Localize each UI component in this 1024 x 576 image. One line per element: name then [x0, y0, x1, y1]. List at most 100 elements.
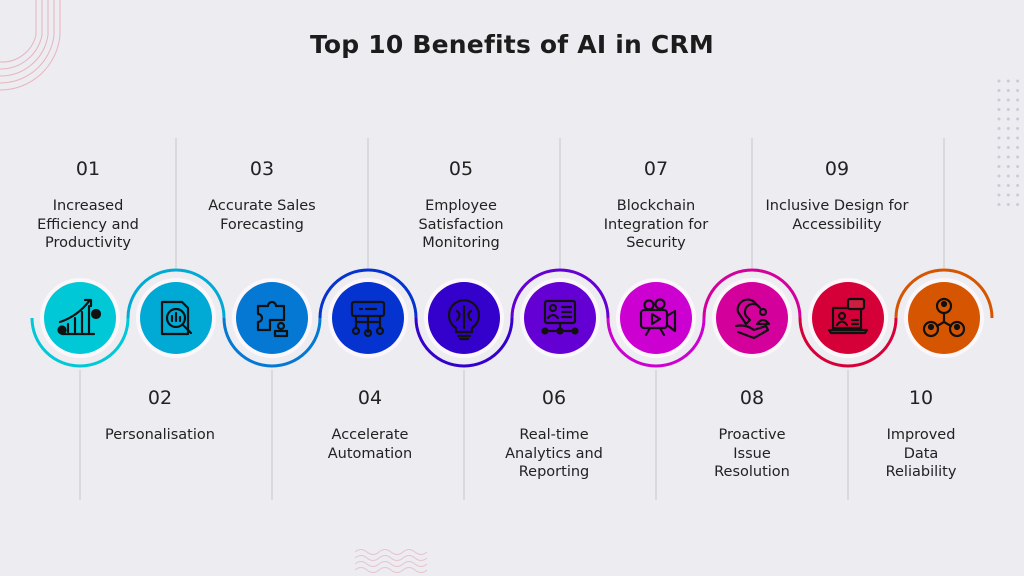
page-title: Top 10 Benefits of AI in CRM [309, 30, 714, 59]
dot [1016, 136, 1020, 140]
dot [1016, 146, 1020, 149]
timeline-arc [414, 317, 514, 368]
wave-decoration [354, 549, 428, 573]
dot [1006, 108, 1010, 111]
people-network-icon [922, 297, 966, 338]
dot [997, 136, 1001, 140]
benefit-number: 03 [249, 158, 275, 180]
benefit-label: Increased Efficiency and Productivity [37, 198, 139, 251]
dot [1016, 117, 1020, 121]
dot [1006, 165, 1010, 168]
circle-fill [44, 282, 116, 354]
timeline-arc [126, 268, 226, 319]
dot [1006, 146, 1010, 149]
dot [1006, 127, 1010, 130]
benefit-circle-08 [712, 278, 792, 358]
dot [1006, 89, 1010, 92]
dot [997, 174, 1001, 178]
benefit-number: 02 [147, 387, 173, 409]
dot [997, 193, 1001, 197]
dot [1006, 117, 1010, 121]
dot [997, 127, 1001, 130]
dot [1016, 127, 1020, 130]
benefit-number: 06 [541, 387, 567, 409]
circle-fill [620, 282, 692, 354]
dot [1006, 174, 1010, 178]
benefit-circle-07 [616, 278, 696, 358]
dot [1006, 98, 1010, 102]
benefit-label: Personalisation [105, 427, 215, 443]
dot [997, 165, 1001, 168]
dot [1016, 79, 1020, 83]
benefit-label: Inclusive Design for Accessibility [765, 198, 909, 233]
benefit-label: Real-time Analytics and Reporting [505, 427, 603, 480]
dot [1006, 155, 1010, 159]
circle-fill [716, 282, 788, 354]
dot [1006, 136, 1010, 140]
dot [997, 203, 1001, 206]
dot [1006, 79, 1010, 83]
brain-bulb-icon [447, 299, 481, 341]
dot [997, 155, 1001, 159]
dot [997, 108, 1001, 111]
benefit-number: 04 [357, 387, 383, 409]
timeline-arc [606, 317, 706, 368]
video-camera-icon [639, 298, 677, 337]
dot [1016, 155, 1020, 159]
growth-chart-gears-icon [57, 298, 102, 336]
dot [997, 79, 1001, 83]
circle-fill [524, 282, 596, 354]
dot [1016, 108, 1020, 111]
profile-board-icon [541, 299, 579, 335]
timeline-arc [222, 317, 322, 368]
document-analysis-icon [160, 300, 193, 336]
circle-fill [236, 282, 308, 354]
timeline-arc [894, 268, 994, 319]
timeline-arc [510, 268, 610, 319]
benefit-number: 07 [643, 158, 669, 180]
circle-fill [812, 282, 884, 354]
dot [997, 146, 1001, 149]
dot [1016, 184, 1020, 187]
dot-grid-decoration [997, 79, 1020, 206]
benefit-label: Improved Data Reliability [885, 427, 957, 480]
dot [1016, 174, 1020, 178]
benefit-label: Blockchain Integration for Security [603, 198, 709, 251]
benefit-circle-03 [232, 278, 312, 358]
puzzle-person-icon [256, 300, 289, 338]
dot [997, 98, 1001, 102]
benefit-circle-01 [40, 278, 120, 358]
timeline-arc [318, 268, 418, 319]
corner-arcs-decoration [0, 0, 61, 91]
benefit-number: 10 [908, 387, 934, 409]
dot [1016, 165, 1020, 168]
network-device-icon [350, 300, 386, 338]
dot [997, 89, 1001, 92]
dot [1016, 203, 1020, 206]
dot [1006, 193, 1010, 197]
benefit-label: Accurate Sales Forecasting [208, 198, 316, 233]
benefit-circle-04 [328, 278, 408, 358]
timeline-arc [702, 268, 802, 319]
dot [997, 184, 1001, 187]
dot [1016, 193, 1020, 197]
benefit-label: Employee Satisfaction Monitoring [418, 198, 504, 251]
dot [1006, 184, 1010, 187]
benefit-circle-10 [904, 278, 984, 358]
benefit-circle-05 [424, 278, 504, 358]
timeline-arc [798, 317, 898, 368]
dot [1016, 89, 1020, 92]
dot [997, 117, 1001, 121]
benefit-circle-02 [136, 278, 216, 358]
benefit-number: 09 [824, 158, 850, 180]
dot [1016, 98, 1020, 102]
magnet-hand-icon [734, 298, 771, 340]
benefit-circle-06 [520, 278, 600, 358]
timeline-arc [30, 317, 130, 368]
benefit-number: 08 [739, 387, 765, 409]
laptop-chat-icon [827, 297, 869, 335]
benefit-number: 01 [75, 158, 101, 180]
benefit-circle-09 [808, 278, 888, 358]
benefit-number: 05 [448, 158, 474, 180]
